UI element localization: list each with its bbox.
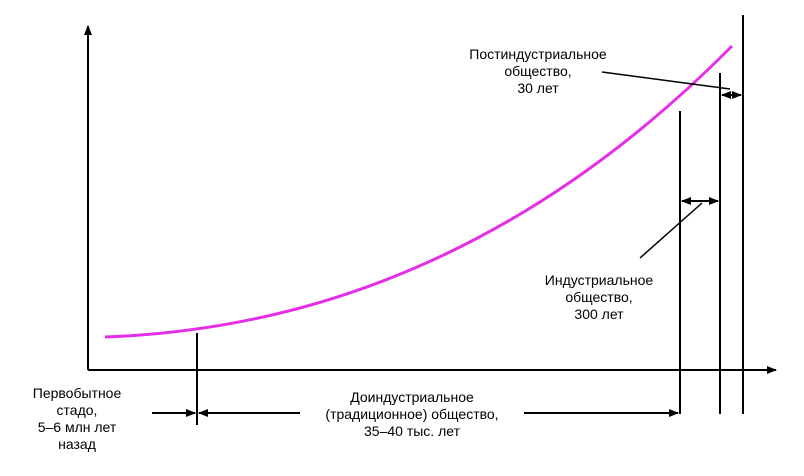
label-preindustrial: Доиндустриальное (традиционное) общество…	[296, 389, 528, 440]
label-line: 5–6 млн лет	[37, 419, 117, 435]
label-line: Доиндустриальное	[350, 389, 474, 405]
label-line: (традиционное) общество,	[325, 406, 499, 422]
label-line: 30 лет	[517, 80, 559, 96]
postindustrial-leader-line	[601, 71, 731, 90]
label-line: общество,	[565, 289, 633, 305]
label-line: стадо,	[56, 402, 98, 418]
industrial-leader-line	[639, 202, 703, 259]
growth-curve	[104, 44, 734, 339]
label-postindustrial: Постиндустриальное общество, 30 лет	[452, 46, 624, 97]
label-line: Индустриальное	[544, 272, 654, 288]
label-line: Первобытное	[32, 385, 122, 401]
label-industrial: Индустриальное общество, 300 лет	[525, 272, 673, 323]
label-line: 35–40 тыс. лет	[364, 423, 460, 439]
label-primitive-herd: Первобытное стадо, 5–6 млн лет назад	[18, 385, 136, 453]
label-line: 300 лет	[574, 306, 624, 322]
label-line: Постиндустриальное	[469, 46, 607, 62]
label-line: общество,	[504, 63, 572, 79]
label-line: назад	[58, 436, 96, 452]
